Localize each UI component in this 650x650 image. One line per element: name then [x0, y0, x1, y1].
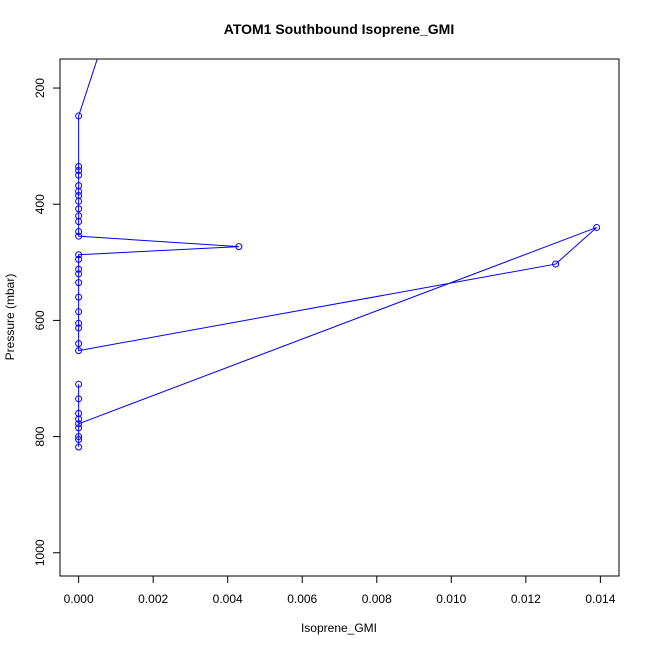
data-point	[75, 433, 83, 441]
data-point	[75, 395, 83, 403]
x-tick-label: 0.014	[585, 592, 615, 606]
data-point	[75, 171, 83, 179]
x-axis: 0.000 0.002 0.004 0.006 0.008 0.010 0.012 0.014	[64, 576, 616, 606]
x-tick-label: 0.012	[511, 592, 541, 606]
data-point	[75, 279, 83, 287]
y-tick-label: 200	[33, 78, 47, 98]
x-axis-label: Isoprene_GMI	[301, 621, 377, 635]
plot-frame	[59, 58, 620, 577]
x-tick-label: 0.010	[436, 592, 466, 606]
data-point	[75, 218, 83, 226]
data-point	[75, 415, 83, 423]
data-point	[75, 420, 83, 428]
data-point	[75, 443, 83, 451]
data-point	[75, 187, 83, 195]
data-point	[75, 380, 83, 388]
data-point	[75, 308, 83, 316]
data-point	[75, 293, 83, 301]
data-point	[593, 223, 601, 231]
data-point	[75, 228, 83, 236]
series-line	[78, 59, 597, 448]
data-point	[75, 205, 83, 213]
data-point	[75, 232, 83, 240]
y-tick-label: 600	[33, 310, 47, 330]
chart-title: ATOM1 Southbound Isoprene_GMI	[224, 21, 454, 37]
y-tick-label: 400	[33, 194, 47, 214]
data-point	[75, 347, 83, 355]
data-point	[75, 435, 83, 443]
x-tick-label: 0.002	[138, 592, 168, 606]
x-tick-label: 0.000	[64, 592, 94, 606]
data-point	[75, 251, 83, 259]
data-point	[75, 319, 83, 327]
y-tick-label: 1000	[33, 539, 47, 566]
data-point	[75, 255, 83, 263]
data-point	[75, 270, 83, 278]
data-point	[75, 112, 83, 120]
y-tick-label: 800	[33, 426, 47, 446]
data-point	[75, 197, 83, 205]
y-axis-label: Pressure (mbar)	[3, 274, 17, 361]
data-point	[235, 243, 243, 251]
series-layer	[75, 59, 601, 451]
data-point	[552, 260, 560, 268]
x-tick-label: 0.006	[287, 592, 317, 606]
x-tick-label: 0.004	[213, 592, 243, 606]
data-point	[75, 162, 83, 170]
x-tick-label: 0.008	[362, 592, 392, 606]
data-point	[75, 340, 83, 348]
data-point	[75, 167, 83, 175]
y-axis: 200 400 600 800 1000	[33, 78, 60, 566]
data-point	[75, 324, 83, 332]
data-point	[75, 265, 83, 273]
data-point	[75, 424, 83, 432]
